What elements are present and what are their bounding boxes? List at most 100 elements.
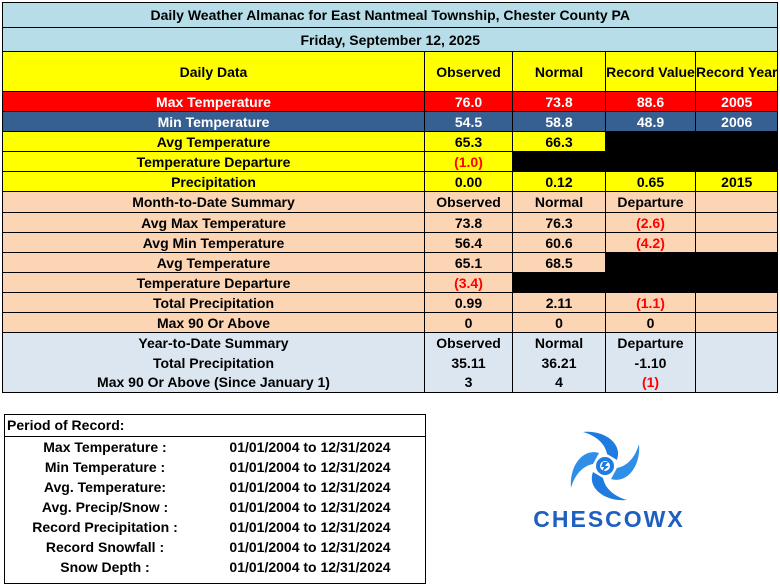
row-label: Avg Temperature xyxy=(2,131,425,152)
temp-departure-row: Temperature Departure (1.0) xyxy=(2,151,779,172)
logo-wordmark: CHESCOWX xyxy=(533,506,684,532)
record-value-header: Record Value xyxy=(605,51,696,92)
row-label: Total Precipitation xyxy=(2,292,425,313)
por-row: Record Precipitation : 01/01/2004 to 12/… xyxy=(5,517,425,537)
normal-value: 68.5 xyxy=(512,252,606,273)
empty-cell xyxy=(694,191,779,213)
row-label: Temperature Departure xyxy=(2,151,425,172)
empty-cell xyxy=(694,232,779,253)
record-year: 2015 xyxy=(694,171,779,192)
normal-value: 4 xyxy=(512,372,606,393)
departure-value: -1.10 xyxy=(605,352,696,373)
chescowx-logo: CHESCOWX xyxy=(430,414,778,574)
normal-header: Normal xyxy=(512,332,606,353)
observed-value: 76.0 xyxy=(424,91,513,112)
observed-header: Observed xyxy=(424,332,513,353)
normal-value: 76.3 xyxy=(512,212,606,233)
record-year-header: Record Year xyxy=(694,51,779,92)
observed-value: (3.4) xyxy=(424,272,513,293)
mtd-row: Temperature Departure (3.4) xyxy=(2,272,779,293)
normal-value: 60.6 xyxy=(512,232,606,253)
observed-value: 56.4 xyxy=(424,232,513,253)
normal-header: Normal xyxy=(512,191,606,213)
empty-cell xyxy=(694,372,779,393)
normal-value: 0 xyxy=(512,312,606,333)
mtd-row: Total Precipitation 0.99 2.11 (1.1) xyxy=(2,292,779,313)
hurricane-swirl-icon xyxy=(570,431,640,501)
ytd-row: Max 90 Or Above (Since January 1) 3 4 (1… xyxy=(2,372,779,393)
normal-value: 73.8 xyxy=(512,91,606,112)
mtd-row: Max 90 Or Above 0 0 0 xyxy=(2,312,779,333)
observed-header: Observed xyxy=(424,51,513,92)
record-year: 2005 xyxy=(694,91,779,112)
row-label: Max Temperature xyxy=(2,91,425,112)
normal-value: 36.21 xyxy=(512,352,606,373)
almanac-table: Daily Weather Almanac for East Nantmeal … xyxy=(1,2,779,393)
empty-cell xyxy=(694,292,779,313)
period-of-record-box: Period of Record: Max Temperature : 01/0… xyxy=(4,414,426,584)
period-of-record-heading: Period of Record: xyxy=(5,415,425,437)
row-label: Avg Min Temperature xyxy=(2,232,425,253)
blank-cell xyxy=(604,131,779,152)
row-label: Precipitation xyxy=(2,171,425,192)
departure-value: (2.6) xyxy=(605,212,696,233)
observed-value: 3 xyxy=(424,372,513,393)
observed-value: (1.0) xyxy=(424,151,513,172)
observed-value: 73.8 xyxy=(424,212,513,233)
empty-cell xyxy=(694,312,779,333)
normal-value: 2.11 xyxy=(512,292,606,313)
departure-value: (1) xyxy=(605,372,696,393)
por-label: Avg. Precip/Snow : xyxy=(41,499,169,515)
min-temp-row: Min Temperature 54.5 58.8 48.9 2006 xyxy=(2,111,779,132)
por-row: Avg. Precip/Snow : 01/01/2004 to 12/31/2… xyxy=(5,497,425,517)
por-label: Record Snowfall : xyxy=(45,539,165,555)
departure-header: Departure xyxy=(605,332,696,353)
record-value: 0.65 xyxy=(605,171,696,192)
mtd-row: Avg Min Temperature 56.4 60.6 (4.2) xyxy=(2,232,779,253)
por-row: Record Snowfall : 01/01/2004 to 12/31/20… xyxy=(5,537,425,557)
blank-cell xyxy=(511,151,779,172)
row-label: Min Temperature xyxy=(2,111,425,132)
normal-value: 58.8 xyxy=(512,111,606,132)
ytd-title: Year-to-Date Summary xyxy=(2,332,425,353)
ytd-row: Total Precipitation 35.11 36.21 -1.10 xyxy=(2,352,779,373)
mtd-title: Month-to-Date Summary xyxy=(2,191,425,213)
daily-data-header: Daily Data xyxy=(2,51,425,92)
normal-value: 66.3 xyxy=(512,131,606,152)
departure-header: Departure xyxy=(605,191,696,213)
por-value: 01/01/2004 to 12/31/2024 xyxy=(229,439,391,455)
row-label: Max 90 Or Above xyxy=(2,312,425,333)
row-label: Max 90 Or Above (Since January 1) xyxy=(2,372,425,393)
row-label: Total Precipitation xyxy=(2,352,425,373)
por-row: Min Temperature : 01/01/2004 to 12/31/20… xyxy=(5,457,425,477)
ytd-header-row: Year-to-Date Summary Observed Normal Dep… xyxy=(2,332,779,353)
mtd-row: Avg Max Temperature 73.8 76.3 (2.6) xyxy=(2,212,779,233)
precip-row: Precipitation 0.00 0.12 0.65 2015 xyxy=(2,171,779,192)
observed-value: 54.5 xyxy=(424,111,513,132)
departure-value: 0 xyxy=(605,312,696,333)
empty-cell xyxy=(694,212,779,233)
por-label: Min Temperature : xyxy=(44,459,166,475)
observed-value: 0.99 xyxy=(424,292,513,313)
por-value: 01/01/2004 to 12/31/2024 xyxy=(229,479,391,495)
max-temp-row: Max Temperature 76.0 73.8 88.6 2005 xyxy=(2,91,779,112)
row-label: Avg Temperature xyxy=(2,252,425,273)
por-row: Avg. Temperature: 01/01/2004 to 12/31/20… xyxy=(5,477,425,497)
por-value: 01/01/2004 to 12/31/2024 xyxy=(229,559,391,575)
observed-value: 65.3 xyxy=(424,131,513,152)
observed-value: 35.11 xyxy=(424,352,513,373)
mtd-row: Avg Temperature 65.1 68.5 xyxy=(2,252,779,273)
record-year: 2006 xyxy=(694,111,779,132)
observed-value: 65.1 xyxy=(424,252,513,273)
almanac-title: Daily Weather Almanac for East Nantmeal … xyxy=(1,2,779,28)
por-label: Max Temperature : xyxy=(43,439,167,455)
mtd-header-row: Month-to-Date Summary Observed Normal De… xyxy=(2,191,779,213)
record-value: 48.9 xyxy=(605,111,696,132)
por-value: 01/01/2004 to 12/31/2024 xyxy=(229,539,391,555)
observed-value: 0.00 xyxy=(424,171,513,192)
empty-cell xyxy=(694,332,779,353)
por-value: 01/01/2004 to 12/31/2024 xyxy=(229,519,391,535)
normal-header: Normal xyxy=(512,51,606,92)
observed-value: 0 xyxy=(424,312,513,333)
